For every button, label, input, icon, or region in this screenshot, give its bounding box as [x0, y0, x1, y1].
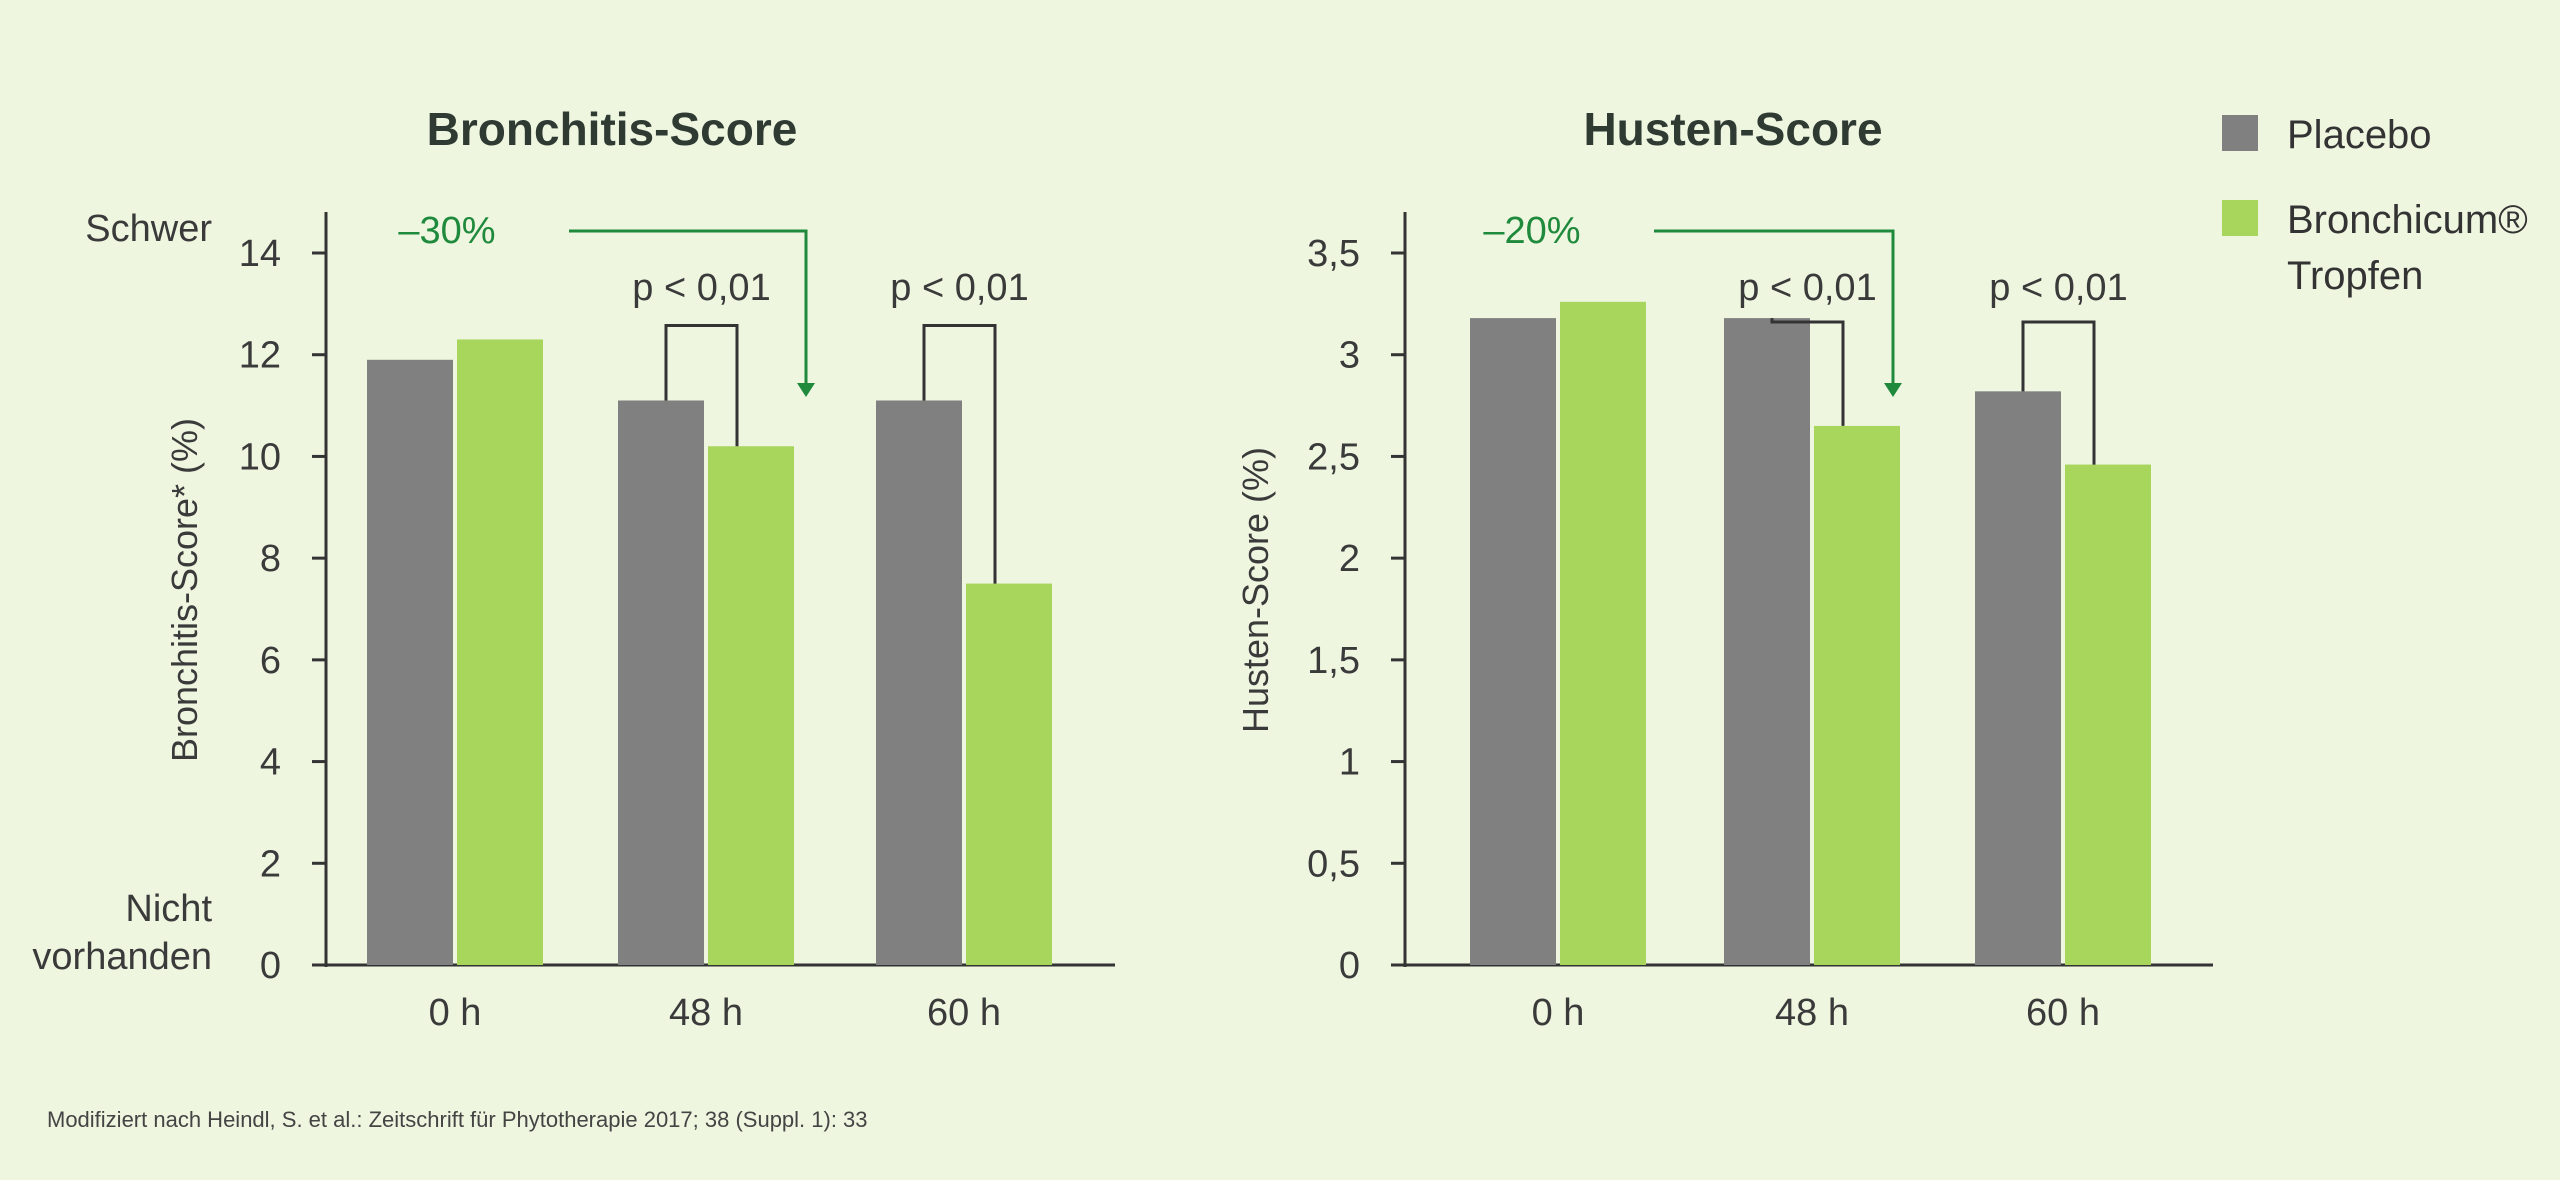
y-axis-label: Bronchitis-Score* (%) [164, 418, 205, 762]
bar-placebo-2 [1975, 391, 2061, 965]
y-tick-label: 3,5 [1307, 233, 1360, 275]
chart-title: Bronchitis-Score [427, 103, 798, 155]
legend: Placebo Bronchicum® Tropfen [2222, 113, 2528, 298]
x-tick-label: 60 h [927, 992, 1001, 1034]
legend-swatch [2222, 115, 2258, 151]
y-extreme-top-label: Schwer [85, 208, 212, 250]
significance-label: p < 0,01 [632, 267, 770, 309]
legend-label: Bronchicum® [2287, 198, 2528, 242]
bar-bronchicum-1 [708, 446, 794, 965]
y-tick-label: 1,5 [1307, 640, 1360, 682]
significance-label: p < 0,01 [1989, 267, 2127, 309]
y-tick-label: 4 [260, 742, 281, 784]
chart-0: Bronchitis-Score 0 2 4 6 8 10 12 14 Bronchitis-Sc… [32, 103, 1115, 1034]
y-tick-label: 1 [1339, 742, 1360, 784]
significance-label: p < 0,01 [890, 267, 1028, 309]
significance-bracket [1770, 318, 1845, 426]
x-tick-label: 0 h [429, 992, 482, 1034]
reduction-arrow-line [569, 229, 808, 387]
x-tick-label: 48 h [1775, 992, 1849, 1034]
bar-bronchicum-2 [966, 583, 1052, 965]
y-tick-label: 10 [239, 436, 281, 478]
x-tick-label: 60 h [2026, 992, 2100, 1034]
y-tick-label: 14 [239, 233, 281, 275]
y-tick-label: 8 [260, 538, 281, 580]
significance-label: p < 0,01 [1738, 267, 1876, 309]
y-extreme-bottom-label: Nicht [125, 888, 212, 930]
x-tick-label: 48 h [669, 992, 743, 1034]
bar-placebo-2 [876, 400, 962, 965]
bar-bronchicum-2 [2065, 464, 2151, 965]
y-tick-label: 2,5 [1307, 436, 1360, 478]
x-tick-label: 0 h [1532, 992, 1585, 1034]
y-tick-label: 3 [1339, 335, 1360, 377]
y-tick-label: 2 [260, 843, 281, 885]
significance-bracket [2021, 320, 2096, 465]
legend-label: Placebo [2287, 113, 2432, 157]
chart-title: Husten-Score [1583, 103, 1882, 155]
reduction-label: –20% [1483, 210, 1580, 252]
reduction-arrow-head [1884, 383, 1902, 397]
bar-placebo-0 [367, 359, 453, 965]
y-axis-label: Husten-Score (%) [1235, 447, 1276, 733]
y-tick-label: 6 [260, 640, 281, 682]
bar-bronchicum-0 [1560, 301, 1646, 965]
y-tick-label: 0 [260, 945, 281, 987]
y-tick-label: 2 [1339, 538, 1360, 580]
bar-placebo-1 [1724, 318, 1810, 965]
y-tick-label: 12 [239, 335, 281, 377]
bar-placebo-1 [618, 400, 704, 965]
reduction-label: –30% [398, 210, 495, 252]
source-note: Modifiziert nach Heindl, S. et al.: Zeit… [47, 1107, 868, 1132]
chart-1: Husten-Score 0 0,5 1 1,5 2 2,5 3 3,5 Husten-Score… [1235, 103, 2213, 1034]
legend-label: Tropfen [2287, 254, 2423, 298]
significance-bracket [664, 323, 739, 447]
significance-bracket [922, 323, 997, 584]
y-extreme-bottom-label: vorhanden [32, 936, 212, 978]
bar-bronchicum-1 [1814, 425, 1900, 965]
legend-swatch [2222, 200, 2258, 236]
bar-placebo-0 [1470, 318, 1556, 965]
y-tick-label: 0 [1339, 945, 1360, 987]
reduction-arrow-head [797, 383, 815, 397]
y-tick-label: 0,5 [1307, 843, 1360, 885]
bar-bronchicum-0 [457, 339, 543, 965]
reduction-arrow-line [1654, 229, 1895, 387]
